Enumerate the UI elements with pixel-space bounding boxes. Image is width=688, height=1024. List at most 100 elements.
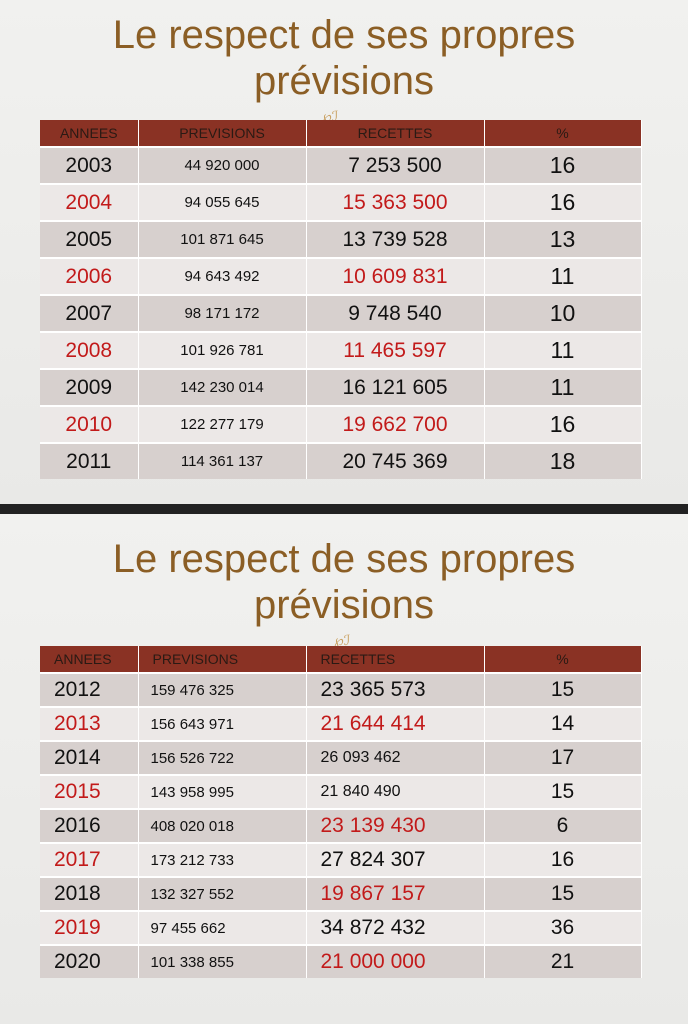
table-row: 2019 97 455 662 34 872 432 36 (40, 910, 642, 945)
table-row: 2011 114 361 137 20 745 369 18 (40, 442, 642, 479)
cell-previsions: 408 020 018 (138, 808, 307, 843)
cell-previsions: 44 920 000 (138, 146, 307, 184)
table-row: 2007 98 171 172 9 748 540 10 (40, 294, 642, 332)
cell-previsions: 143 958 995 (138, 774, 307, 809)
cell-percent: 18 (484, 442, 642, 479)
cell-percent: 14 (484, 706, 642, 741)
header-recettes: RECETTES (306, 646, 485, 673)
cell-percent: 11 (484, 331, 642, 369)
header-annees: ANNEES (40, 646, 139, 673)
cell-recettes: 16 121 605 (306, 368, 485, 406)
cell-recettes: 20 745 369 (306, 442, 485, 479)
cell-year: 2016 (40, 808, 139, 843)
table-row: 2004 94 055 645 15 363 500 16 (40, 183, 642, 221)
cell-percent: 15 (484, 774, 642, 809)
cell-previsions: 101 338 855 (138, 944, 307, 978)
cell-year: 2013 (40, 706, 139, 741)
cell-year: 2012 (40, 672, 139, 707)
title-line-2: prévisions (253, 583, 435, 627)
cell-recettes: 13 739 528 (306, 220, 485, 258)
cell-year: 2011 (40, 442, 139, 479)
cell-percent: 11 (484, 257, 642, 295)
table-row: 2016 408 020 018 23 139 430 6 (40, 808, 642, 843)
cell-year: 2003 (40, 146, 139, 184)
cell-recettes: 21 000 000 (306, 944, 485, 978)
cell-percent: 17 (484, 740, 642, 775)
cell-recettes: 26 093 462 (306, 740, 485, 775)
cell-year: 2005 (40, 220, 139, 258)
cell-percent: 15 (484, 672, 642, 707)
table-row: 2008 101 926 781 11 465 597 11 (40, 331, 642, 369)
cell-percent: 36 (484, 910, 642, 945)
previsions-table: ANNEES PREVISIONS RECETTES % 2003 44 920… (40, 120, 642, 479)
cell-previsions: 142 230 014 (138, 368, 307, 406)
table-row: 2009 142 230 014 16 121 605 11 (40, 368, 642, 406)
cell-year: 2004 (40, 183, 139, 221)
previsions-table: ANNEES PREVISIONS RECETTES % 2012 159 47… (40, 646, 642, 978)
table-row: 2012 159 476 325 23 365 573 15 (40, 672, 642, 707)
header-annees: ANNEES (40, 120, 139, 147)
table-row: 2017 173 212 733 27 824 307 16 (40, 842, 642, 877)
header-previsions: PREVISIONS (138, 646, 307, 673)
cell-previsions: 101 871 645 (138, 220, 307, 258)
cell-year: 2010 (40, 405, 139, 443)
cell-previsions: 114 361 137 (138, 442, 307, 479)
table-row: 2010 122 277 179 19 662 700 16 (40, 405, 642, 443)
slide-title: Le respect de ses propres prévisions (0, 12, 688, 104)
table-row: 2014 156 526 722 26 093 462 17 (40, 740, 642, 775)
ornament-icon: ℘ℐ (334, 632, 351, 648)
cell-previsions: 101 926 781 (138, 331, 307, 369)
table-row: 2005 101 871 645 13 739 528 13 (40, 220, 642, 258)
slide-2012-2020: Le respect de ses propres prévisions ℘ℐ … (0, 514, 688, 1024)
table-header-row: ANNEES PREVISIONS RECETTES % (40, 646, 642, 673)
table-row: 2015 143 958 995 21 840 490 15 (40, 774, 642, 809)
header-percent: % (484, 120, 642, 147)
cell-percent: 6 (484, 808, 642, 843)
cell-recettes: 21 840 490 (306, 774, 485, 809)
cell-recettes: 9 748 540 (306, 294, 485, 332)
cell-year: 2009 (40, 368, 139, 406)
table-row: 2018 132 327 552 19 867 157 15 (40, 876, 642, 911)
cell-previsions: 97 455 662 (138, 910, 307, 945)
cell-recettes: 15 363 500 (306, 183, 485, 221)
cell-percent: 13 (484, 220, 642, 258)
table-row: 2013 156 643 971 21 644 414 14 (40, 706, 642, 741)
cell-recettes: 10 609 831 (306, 257, 485, 295)
table-row: 2003 44 920 000 7 253 500 16 (40, 146, 642, 184)
cell-year: 2015 (40, 774, 139, 809)
table-row: 2020 101 338 855 21 000 000 21 (40, 944, 642, 978)
cell-previsions: 132 327 552 (138, 876, 307, 911)
cell-previsions: 94 055 645 (138, 183, 307, 221)
title-line-1: Le respect de ses propres (112, 13, 576, 57)
cell-year: 2007 (40, 294, 139, 332)
table-row: 2006 94 643 492 10 609 831 11 (40, 257, 642, 295)
cell-year: 2017 (40, 842, 139, 877)
cell-percent: 15 (484, 876, 642, 911)
cell-percent: 16 (484, 146, 642, 184)
cell-percent: 16 (484, 405, 642, 443)
cell-recettes: 34 872 432 (306, 910, 485, 945)
header-percent: % (484, 646, 642, 673)
cell-previsions: 156 643 971 (138, 706, 307, 741)
cell-percent: 21 (484, 944, 642, 978)
cell-year: 2006 (40, 257, 139, 295)
cell-recettes: 7 253 500 (306, 146, 485, 184)
divider (0, 504, 688, 514)
cell-recettes: 11 465 597 (306, 331, 485, 369)
cell-previsions: 98 171 172 (138, 294, 307, 332)
cell-percent: 11 (484, 368, 642, 406)
header-previsions: PREVISIONS (138, 120, 307, 147)
cell-recettes: 23 139 430 (306, 808, 485, 843)
cell-year: 2019 (40, 910, 139, 945)
cell-recettes: 23 365 573 (306, 672, 485, 707)
header-recettes: RECETTES (306, 120, 485, 147)
cell-recettes: 21 644 414 (306, 706, 485, 741)
cell-recettes: 27 824 307 (306, 842, 485, 877)
cell-previsions: 94 643 492 (138, 257, 307, 295)
cell-previsions: 173 212 733 (138, 842, 307, 877)
title-line-1: Le respect de ses propres (112, 537, 576, 581)
cell-percent: 10 (484, 294, 642, 332)
cell-recettes: 19 867 157 (306, 876, 485, 911)
cell-year: 2008 (40, 331, 139, 369)
cell-year: 2018 (40, 876, 139, 911)
